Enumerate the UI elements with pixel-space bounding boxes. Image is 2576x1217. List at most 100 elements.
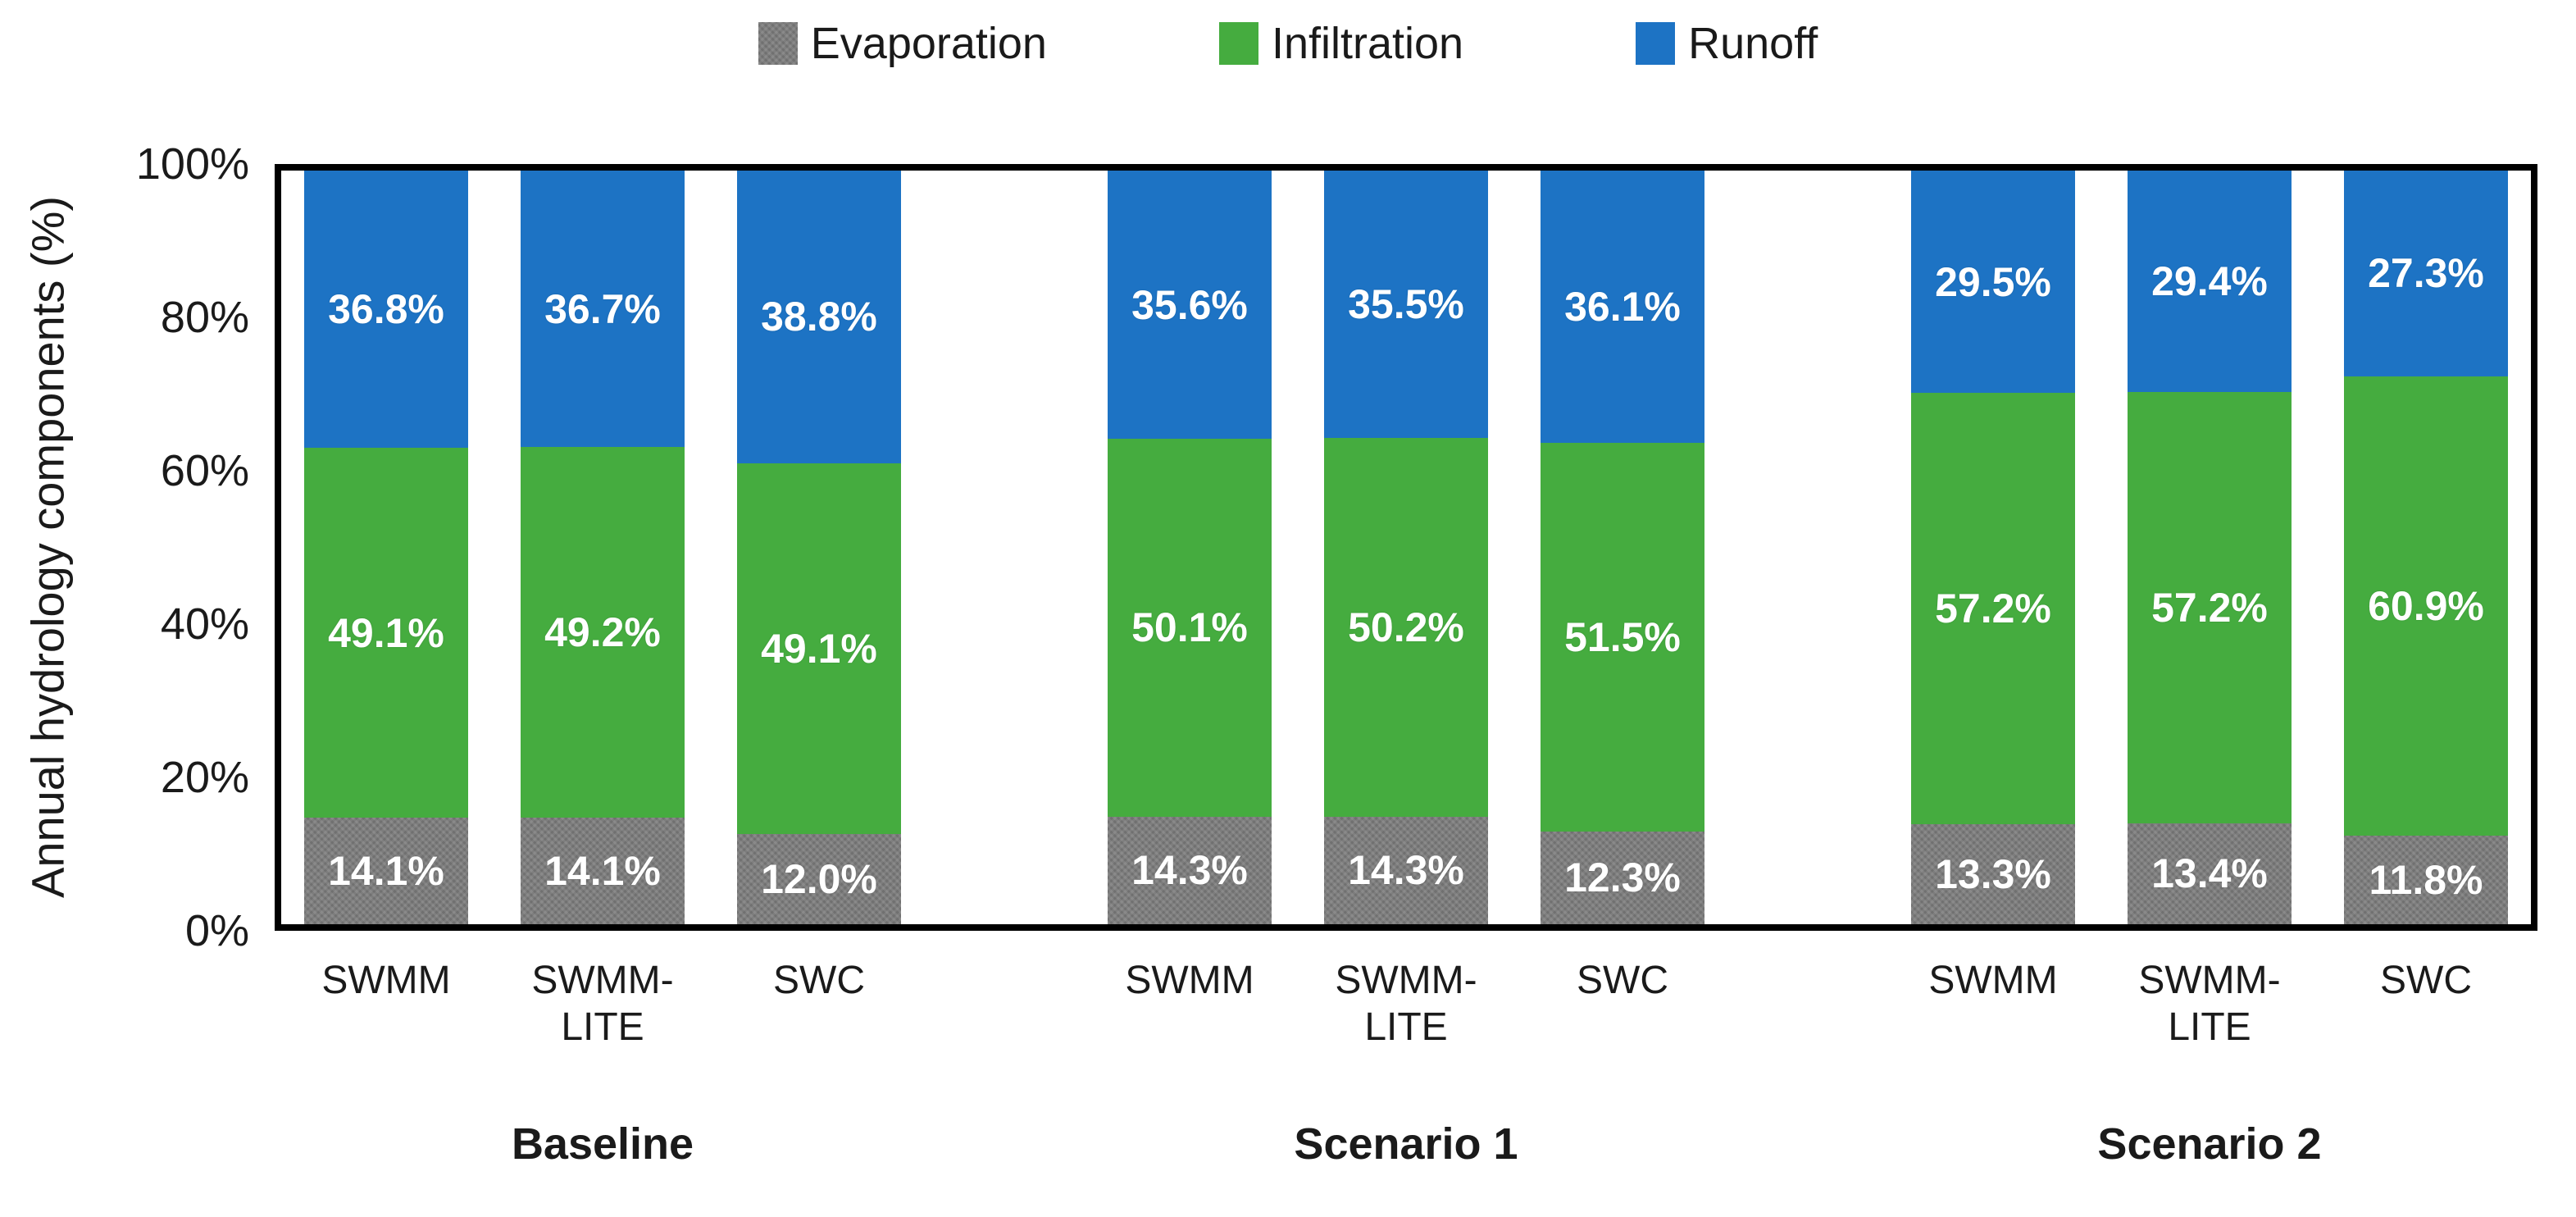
bar-segment-evaporation: 14.3% bbox=[1108, 816, 1272, 924]
x-tick-label: SWMM-LITE bbox=[2138, 959, 2281, 1049]
y-tick-label: 0% bbox=[184, 906, 249, 955]
data-label-runoff: 36.1% bbox=[1564, 284, 1681, 330]
group-label: Scenario 1 bbox=[1294, 1119, 1518, 1169]
data-label-runoff: 29.4% bbox=[2151, 258, 2268, 305]
bar-segment-evaporation: 14.3% bbox=[1324, 816, 1488, 924]
bar-segment-evaporation: 13.3% bbox=[1911, 823, 2075, 924]
data-label-evaporation: 13.3% bbox=[1935, 850, 2051, 897]
data-label-evaporation: 14.3% bbox=[1131, 847, 1248, 894]
group-label: Scenario 2 bbox=[2097, 1119, 2322, 1169]
stacked-bar-swc: 36.1% 51.5% 12.3% bbox=[1541, 171, 1704, 924]
bar-segment-infiltration: 50.1% bbox=[1108, 439, 1272, 817]
bar-segment-runoff: 27.3% bbox=[2344, 171, 2508, 376]
plot-area: 36.8% 49.1% 14.1% 36.7% 49.2% 14.1% 38.8% 49.1%… bbox=[275, 164, 2537, 931]
legend-label: Runoff bbox=[1688, 19, 1818, 68]
bar-segment-evaporation: 14.1% bbox=[521, 818, 685, 924]
bar-segment-runoff: 36.1% bbox=[1541, 171, 1704, 444]
stacked-bar-swc: 38.8% 49.1% 12.0% bbox=[737, 171, 901, 924]
bar-segment-infiltration: 60.9% bbox=[2344, 376, 2508, 836]
data-label-runoff: 35.5% bbox=[1348, 281, 1464, 328]
legend-swatch-runoff-icon bbox=[1636, 22, 1676, 65]
bar-segment-evaporation: 12.3% bbox=[1541, 831, 1704, 924]
stacked-bar-swmm: 29.5% 57.2% 13.3% bbox=[1911, 171, 2075, 924]
data-label-runoff: 27.3% bbox=[2368, 250, 2484, 297]
bar-segment-infiltration: 57.2% bbox=[1911, 393, 2075, 824]
bar-segment-infiltration: 49.1% bbox=[304, 448, 468, 818]
bar-segment-runoff: 38.8% bbox=[737, 171, 901, 463]
x-tick-label: SWC bbox=[2380, 959, 2472, 1002]
legend-label: Evaporation bbox=[810, 19, 1047, 68]
bar-segment-infiltration: 50.2% bbox=[1324, 438, 1488, 817]
chart-legend: Evaporation Infiltration Runoff bbox=[0, 21, 2576, 66]
x-tick-label: SWMM-LITE bbox=[1335, 959, 1477, 1049]
x-tick-label: SWMM bbox=[1928, 959, 2058, 1002]
data-label-evaporation: 14.3% bbox=[1348, 847, 1464, 894]
data-label-infiltration: 57.2% bbox=[2151, 585, 2268, 631]
stacked-bar-swmm-lite: 36.7% 49.2% 14.1% bbox=[521, 171, 685, 924]
data-label-evaporation: 14.1% bbox=[328, 848, 444, 895]
legend-swatch-evaporation-icon bbox=[758, 22, 798, 65]
data-label-infiltration: 60.9% bbox=[2368, 582, 2484, 629]
x-tick-group: SWMM SWMM-LITE SWC bbox=[1108, 958, 1704, 1051]
bar-segment-runoff: 35.5% bbox=[1324, 171, 1488, 439]
stacked-bar-swmm: 36.8% 49.1% 14.1% bbox=[304, 171, 468, 924]
bar-segment-runoff: 36.7% bbox=[521, 171, 685, 448]
bar-group-scenario-1: 35.6% 50.1% 14.3% 35.5% 50.2% 14.3% 36.1% 51.5%… bbox=[1108, 171, 1704, 924]
bar-segment-infiltration: 51.5% bbox=[1541, 443, 1704, 832]
data-label-infiltration: 51.5% bbox=[1564, 613, 1681, 660]
bar-segment-evaporation: 11.8% bbox=[2344, 835, 2508, 924]
data-label-evaporation: 13.4% bbox=[2151, 850, 2268, 897]
data-label-runoff: 29.5% bbox=[1935, 258, 2051, 305]
bar-segment-evaporation: 14.1% bbox=[304, 818, 468, 924]
bar-group-baseline: 36.8% 49.1% 14.1% 36.7% 49.2% 14.1% 38.8% 49.1%… bbox=[304, 171, 901, 924]
legend-item-evaporation: Evaporation bbox=[758, 21, 1047, 66]
data-label-runoff: 36.7% bbox=[544, 285, 661, 332]
legend-item-infiltration: Infiltration bbox=[1218, 19, 1464, 68]
bar-segment-runoff: 36.8% bbox=[304, 171, 468, 449]
y-tick-label: 60% bbox=[160, 446, 249, 495]
x-tick-label: SWC bbox=[1577, 959, 1668, 1002]
data-label-infiltration: 50.2% bbox=[1348, 604, 1464, 650]
data-label-evaporation: 14.1% bbox=[544, 848, 661, 895]
y-tick-label: 40% bbox=[160, 599, 249, 649]
x-tick-label: SWC bbox=[773, 959, 865, 1002]
bar-segment-evaporation: 12.0% bbox=[737, 833, 901, 924]
data-label-runoff: 38.8% bbox=[761, 294, 877, 340]
data-label-evaporation: 11.8% bbox=[2369, 856, 2483, 903]
data-label-infiltration: 57.2% bbox=[1935, 585, 2051, 631]
group-label: Baseline bbox=[511, 1119, 694, 1169]
bar-groups-row: 36.8% 49.1% 14.1% 36.7% 49.2% 14.1% 38.8% 49.1%… bbox=[281, 171, 2531, 924]
bar-group-scenario-2: 29.5% 57.2% 13.3% 29.4% 57.2% 13.4% 27.3% 60.9%… bbox=[1911, 171, 2508, 924]
bar-segment-infiltration: 49.2% bbox=[521, 447, 685, 818]
stacked-bar-swmm-lite: 29.4% 57.2% 13.4% bbox=[2128, 171, 2292, 924]
x-tick-group: SWMM SWMM-LITE SWC bbox=[1911, 958, 2508, 1051]
stacked-bar-swc: 27.3% 60.9% 11.8% bbox=[2344, 171, 2508, 924]
legend-item-runoff: Runoff bbox=[1636, 21, 1818, 66]
bar-segment-runoff: 35.6% bbox=[1108, 171, 1272, 440]
x-tick-label: SWMM bbox=[321, 959, 451, 1002]
data-label-evaporation: 12.3% bbox=[1564, 855, 1681, 901]
x-tick-label: SWMM bbox=[1125, 959, 1254, 1002]
x-axis-group-labels: Baseline Scenario 1 Scenario 2 bbox=[275, 1122, 2537, 1166]
stacked-bar-swmm: 35.6% 50.1% 14.3% bbox=[1108, 171, 1272, 924]
x-tick-group: SWMM SWMM-LITE SWC bbox=[304, 958, 901, 1051]
bar-segment-infiltration: 49.1% bbox=[737, 463, 901, 834]
y-tick-label: 100% bbox=[135, 139, 249, 189]
x-axis-tick-labels: SWMM SWMM-LITE SWC SWMM SWMM-LITE SWC SWMM SWMM… bbox=[275, 958, 2537, 1051]
bar-segment-evaporation: 13.4% bbox=[2128, 823, 2292, 924]
data-label-infiltration: 50.1% bbox=[1131, 604, 1248, 651]
y-tick-label: 80% bbox=[160, 293, 249, 342]
data-label-infiltration: 49.1% bbox=[328, 609, 444, 656]
data-label-runoff: 36.8% bbox=[328, 286, 444, 333]
bar-segment-runoff: 29.5% bbox=[1911, 171, 2075, 394]
data-label-infiltration: 49.1% bbox=[761, 625, 877, 672]
x-tick-label: SWMM-LITE bbox=[531, 959, 674, 1049]
legend-swatch-infiltration-icon bbox=[1218, 22, 1258, 65]
data-label-evaporation: 12.0% bbox=[761, 855, 877, 902]
data-label-infiltration: 49.2% bbox=[544, 609, 661, 656]
stacked-bar-swmm-lite: 35.5% 50.2% 14.3% bbox=[1324, 171, 1488, 924]
y-axis: 100% 80% 60% 40% 20% 0% bbox=[0, 142, 261, 953]
legend-label: Infiltration bbox=[1271, 19, 1464, 68]
bar-segment-runoff: 29.4% bbox=[2128, 171, 2292, 393]
